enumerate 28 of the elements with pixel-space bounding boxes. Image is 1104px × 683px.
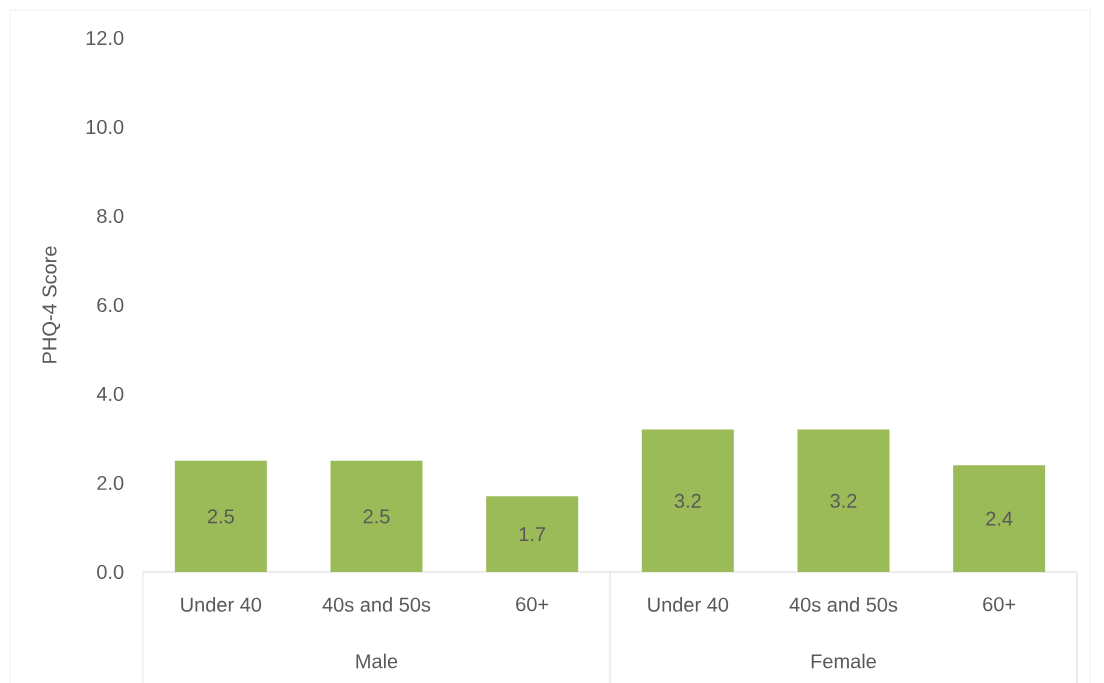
y-tick-label: 10.0 xyxy=(86,119,124,135)
y-tick-label: 6.0 xyxy=(97,297,124,313)
y-tick-label: 4.0 xyxy=(96,386,124,402)
data-label: 2.4 xyxy=(986,511,1013,526)
text: Male xyxy=(356,653,398,669)
x-tick-label: 60+ xyxy=(983,597,1016,612)
bar xyxy=(486,496,579,572)
x-tick-label: 40s and 50s xyxy=(322,597,431,612)
bar xyxy=(330,460,423,572)
text: Female xyxy=(811,653,876,669)
x-tick-label: 60+ xyxy=(516,597,549,612)
bar xyxy=(953,465,1046,572)
x-tick-label: 40s and 50s xyxy=(789,597,898,612)
data-label: 3.2 xyxy=(830,493,857,508)
data-label: 3.2 xyxy=(674,493,701,508)
y-tick-label: 12.0 xyxy=(86,30,124,46)
data-label: 1.7 xyxy=(519,527,546,542)
bar xyxy=(174,460,267,572)
y-tick-label: 8.0 xyxy=(97,208,124,224)
data-label: 2.5 xyxy=(207,509,234,524)
x-tick-label: Under 40 xyxy=(648,597,729,612)
y-axis-title: PHQ-4 Score xyxy=(42,246,61,363)
y-tick-label: 2.0 xyxy=(97,475,124,491)
bar xyxy=(641,429,734,572)
bar xyxy=(797,429,890,572)
y-tick-label: 0.0 xyxy=(97,564,124,580)
x-tick-label: Under 40 xyxy=(181,597,262,612)
data-label: 2.5 xyxy=(363,509,390,524)
